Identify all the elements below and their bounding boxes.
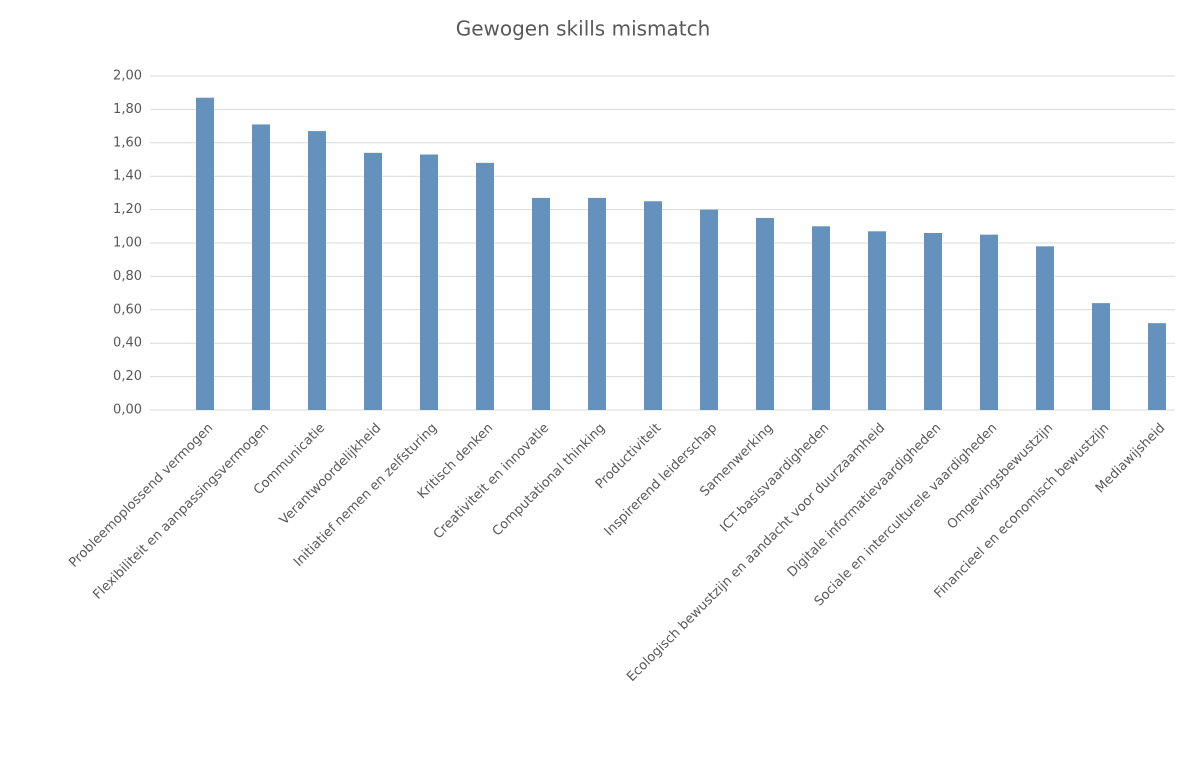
x-tick-label: Verantwoordelijkheid [277, 421, 384, 528]
bar [476, 162, 494, 410]
y-tick-label: 0,40 [113, 336, 142, 351]
bar [868, 231, 886, 410]
bar [196, 97, 214, 411]
y-tick-label: 1,00 [113, 236, 142, 251]
bar [756, 217, 774, 410]
y-tick-label: 0,20 [113, 369, 142, 384]
bar [364, 152, 382, 410]
y-tick-label: 1,60 [113, 135, 142, 150]
y-tick-label: 0,00 [113, 403, 142, 418]
y-tick-label: 2,00 [113, 69, 142, 84]
y-tick-label: 1,80 [113, 102, 142, 117]
bar [308, 131, 326, 411]
bar [924, 232, 942, 410]
x-tick-label: Computational thinking [490, 421, 609, 540]
bar [644, 201, 662, 410]
y-tick-label: 0,80 [113, 269, 142, 284]
x-tick-label: Omgevingsbewustzijn [945, 421, 1057, 533]
y-tick-label: 1,20 [113, 202, 142, 217]
bar [1036, 246, 1054, 410]
bar [532, 197, 550, 410]
bar [812, 226, 830, 410]
x-tick-label: ICT-basisvaardigheden [718, 421, 833, 536]
bar [588, 197, 606, 410]
bar [980, 234, 998, 410]
x-tick-label: Ecologisch bewustzijn en aandacht voor d… [624, 421, 888, 685]
x-tick-label: Inspirerend leiderschap [602, 421, 721, 540]
bar [700, 209, 718, 410]
x-tick-label: Creativiteit en innovatie [431, 421, 553, 543]
bar [252, 124, 270, 411]
bar [1092, 303, 1110, 410]
chart-title: Gewogen skills mismatch [456, 17, 711, 41]
bar [420, 154, 438, 410]
y-tick-label: 1,40 [113, 169, 142, 184]
y-tick-label: 0,60 [113, 302, 142, 317]
bar [1148, 323, 1166, 410]
